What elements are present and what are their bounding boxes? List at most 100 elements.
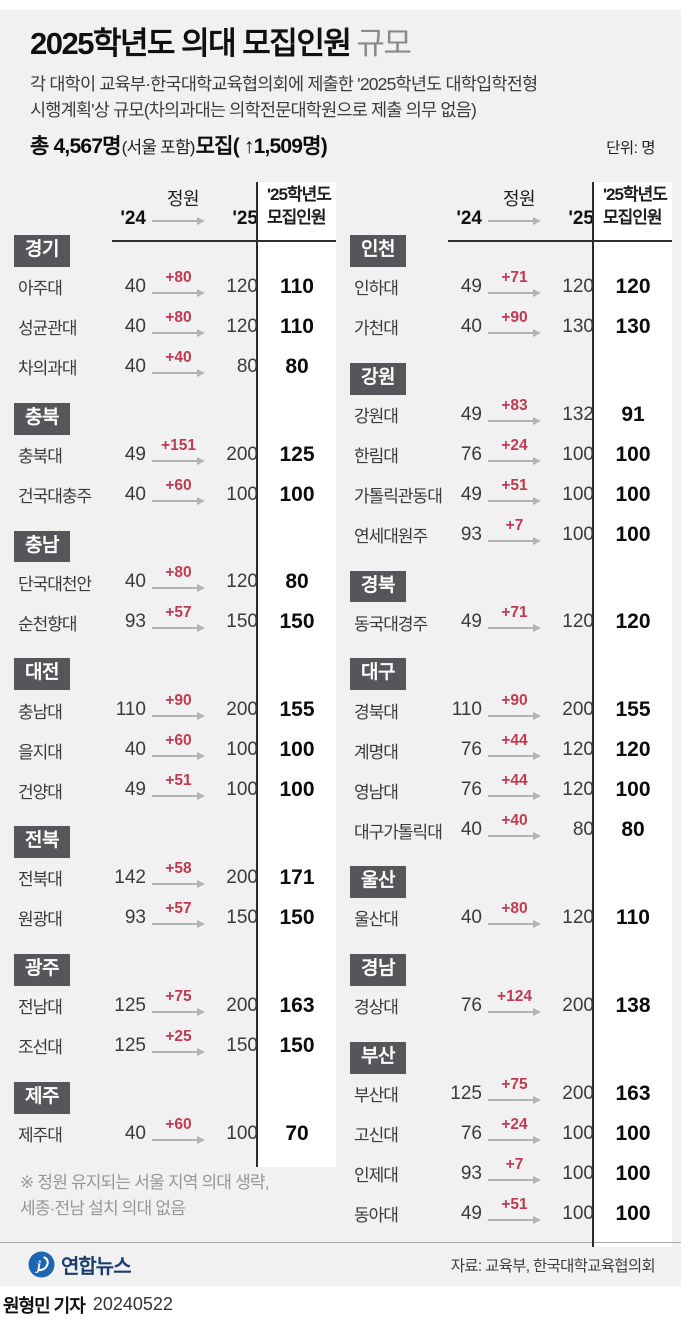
region-group: 강원 강원대 49 +83 132 91 한림대 76 +24 100 100 가톨릭관동대 49 +51… [348, 347, 672, 555]
quota-change: +80 [152, 307, 205, 347]
recruit-count: 80 [285, 570, 309, 594]
title-light: 규모 [356, 26, 412, 61]
year-to-label: '25 [232, 208, 258, 229]
quota-change: +71 [488, 267, 541, 307]
reporter-name: 원형민 기자 [3, 1295, 86, 1316]
arrow-icon [152, 584, 205, 593]
region-badge: 경남 [350, 953, 406, 986]
quota-increase: +60 [165, 732, 192, 750]
quota-change: +83 [488, 395, 541, 435]
table-row: 영남대 76 +44 120 100 [348, 770, 672, 810]
quota-increase: +57 [165, 604, 192, 622]
quota-change: +44 [488, 730, 541, 770]
university-name: 가천대 [354, 319, 399, 339]
table-row: 계명대 76 +44 120 120 [348, 730, 672, 770]
table-row: 인하대 49 +71 120 120 [348, 267, 672, 307]
table-row: 가톨릭관동대 49 +51 100 100 [348, 475, 672, 515]
quota-2025: 200 [226, 866, 258, 888]
university-name: 순천향대 [18, 614, 78, 634]
quota-change: +51 [488, 1194, 541, 1234]
university-name: 울산대 [354, 910, 399, 930]
table-row: 가천대 40 +90 130 130 [348, 307, 672, 347]
quota-change: +25 [152, 1026, 205, 1066]
quota-2024: 49 [460, 403, 482, 425]
quota-change: +80 [152, 267, 205, 307]
arrow-icon [488, 1135, 541, 1144]
recruit-header: '25학년도 모집인원 [603, 185, 668, 227]
arrow-icon [488, 1007, 541, 1016]
region-group: 광주 전남대 125 +75 200 163 조선대 125 +25 150 150 [12, 938, 336, 1066]
table-column-right: 정원 '24 '25 '25학년도 모집인원 인천 인하대 49 +71 120 120 가… [348, 182, 672, 1247]
arrow-icon [488, 1175, 541, 1184]
quota-2025: 80 [572, 819, 594, 841]
quota-increase: +58 [165, 859, 192, 877]
region-badge: 제주 [14, 1081, 70, 1114]
quota-2025: 200 [226, 699, 258, 721]
table-row: 강원대 49 +83 132 91 [348, 395, 672, 435]
table-row: 경북대 110 +90 200 155 [348, 690, 672, 730]
recruit-count: 171 [279, 865, 315, 889]
university-name: 가톨릭관동대 [354, 487, 443, 507]
quota-increase: +24 [501, 436, 528, 454]
quota-increase: +90 [501, 308, 528, 326]
header-rule [112, 240, 336, 242]
quota-change: +40 [152, 347, 205, 387]
quota-2025: 200 [562, 994, 594, 1016]
recruit-count: 110 [280, 314, 314, 338]
year-from-label: '24 [120, 208, 146, 229]
quota-increase: +51 [165, 772, 192, 790]
quota-2025: 200 [562, 699, 594, 721]
recruit-count: 100 [279, 778, 315, 802]
recruit-count: 150 [279, 610, 315, 634]
arrow-icon [152, 288, 205, 297]
recruit-count: 100 [615, 442, 651, 466]
table-row: 성균관대 40 +80 120 110 [12, 307, 336, 347]
table-row: 단국대천안 40 +80 120 80 [12, 562, 336, 602]
quota-change: +80 [152, 562, 205, 602]
university-name: 제주대 [18, 1126, 63, 1146]
quota-change: +24 [488, 435, 541, 475]
table-row: 전남대 125 +75 200 163 [12, 986, 336, 1026]
quota-2024: 76 [460, 1122, 482, 1144]
table-row: 부산대 125 +75 200 163 [348, 1074, 672, 1114]
region-groups-left: 경기 아주대 40 +80 120 110 성균관대 40 +80 120 110 차의과대 40 +40… [12, 235, 336, 1154]
quota-2025: 120 [562, 611, 594, 633]
quota-2024: 40 [124, 315, 146, 337]
quota-2025: 120 [562, 275, 594, 297]
quota-2025: 100 [562, 443, 594, 465]
region-group: 경남 경상대 76 +124 200 138 [348, 938, 672, 1026]
region-badge: 울산 [350, 866, 406, 898]
arrow-icon [152, 328, 205, 337]
arrow-icon [488, 536, 541, 545]
table-row: 전북대 142 +58 200 171 [12, 858, 336, 898]
table-row: 동국대경주 49 +71 120 120 [348, 602, 672, 642]
quota-increase: +60 [165, 476, 192, 494]
quota-2024: 49 [460, 1202, 482, 1224]
subtitle: 각 대학이 교육부·한국대학교육협의회에 제출한 '2025학년도 대학입학전형… [30, 71, 655, 124]
quota-change: +24 [488, 1114, 541, 1154]
recruit-count: 100 [615, 482, 651, 506]
recruit-count: 80 [621, 818, 645, 842]
quota-2024: 40 [460, 906, 482, 928]
university-name: 강원대 [354, 407, 399, 427]
quota-change: +60 [152, 475, 205, 515]
university-name: 연세대원주 [354, 527, 428, 547]
quota-increase: +80 [165, 308, 192, 326]
quota-increase: +40 [165, 348, 192, 366]
recruit-count: 70 [285, 1121, 309, 1145]
arrow-icon [488, 752, 541, 761]
region-group: 대전 충남대 110 +90 200 155 을지대 40 +60 100 100 건양대 49 +51 1… [12, 642, 336, 810]
recruit-count: 100 [279, 738, 315, 762]
quota-change: +51 [152, 770, 205, 810]
quota-increase: +80 [165, 268, 192, 286]
publish-date: 20240522 [92, 1294, 173, 1314]
quota-change: +90 [152, 690, 205, 730]
arrow-icon [488, 919, 541, 928]
quota-2024: 40 [124, 1122, 146, 1144]
quota-2024: 125 [450, 1082, 482, 1104]
quota-2025: 100 [226, 1122, 258, 1144]
recruit-count: 100 [615, 522, 651, 546]
quota-2024: 93 [460, 1162, 482, 1184]
arrow-icon [152, 1135, 205, 1144]
quota-increase: +51 [501, 476, 528, 494]
